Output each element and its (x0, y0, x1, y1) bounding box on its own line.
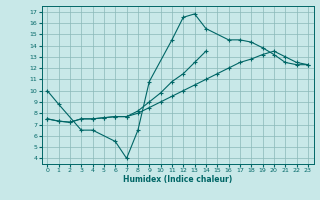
X-axis label: Humidex (Indice chaleur): Humidex (Indice chaleur) (123, 175, 232, 184)
